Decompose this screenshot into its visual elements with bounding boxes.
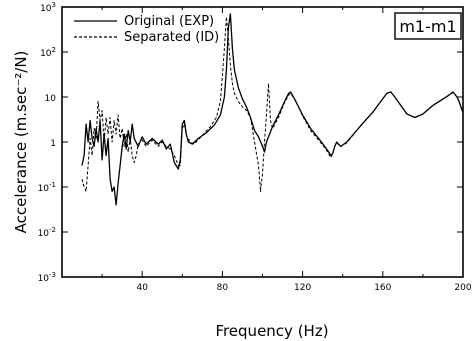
x-tick-label: 120 bbox=[294, 283, 311, 293]
x-tick-label: 200 bbox=[454, 283, 471, 293]
y-tick-label: 1 bbox=[50, 139, 56, 149]
y-tick-label: 10-2 bbox=[38, 226, 56, 239]
x-axis-ticks: 40 80 120 160 200 bbox=[61, 7, 472, 293]
x-axis-label: Frequency (Hz) bbox=[215, 322, 328, 340]
y-axis-ticks: 10-3 10-2 10-1 1 10 102 103 bbox=[38, 1, 463, 284]
y-tick-label: 10-3 bbox=[38, 271, 56, 284]
x-tick-label: 80 bbox=[217, 283, 229, 293]
x-tick-label: 40 bbox=[136, 283, 148, 293]
y-tick-label: 10-1 bbox=[38, 181, 56, 194]
plot-frame bbox=[61, 6, 464, 278]
x-tick-label: 160 bbox=[374, 283, 391, 293]
legend-label-original: Original (EXP) bbox=[124, 14, 214, 29]
annotation-box: m1-m1 bbox=[394, 12, 462, 40]
y-tick-label: 103 bbox=[40, 1, 56, 14]
legend: Original (EXP) Separated (ID) bbox=[74, 14, 219, 45]
annotation-label: m1-m1 bbox=[399, 17, 456, 36]
series-layer bbox=[81, 13, 464, 206]
y-tick-label: 102 bbox=[40, 46, 56, 59]
series-line-separated bbox=[81, 16, 464, 192]
y-tick-label: 10 bbox=[45, 94, 57, 104]
legend-label-separated: Separated (ID) bbox=[124, 30, 219, 45]
y-axis-label: Accelerance (m.sec⁻²/N) bbox=[12, 51, 30, 234]
